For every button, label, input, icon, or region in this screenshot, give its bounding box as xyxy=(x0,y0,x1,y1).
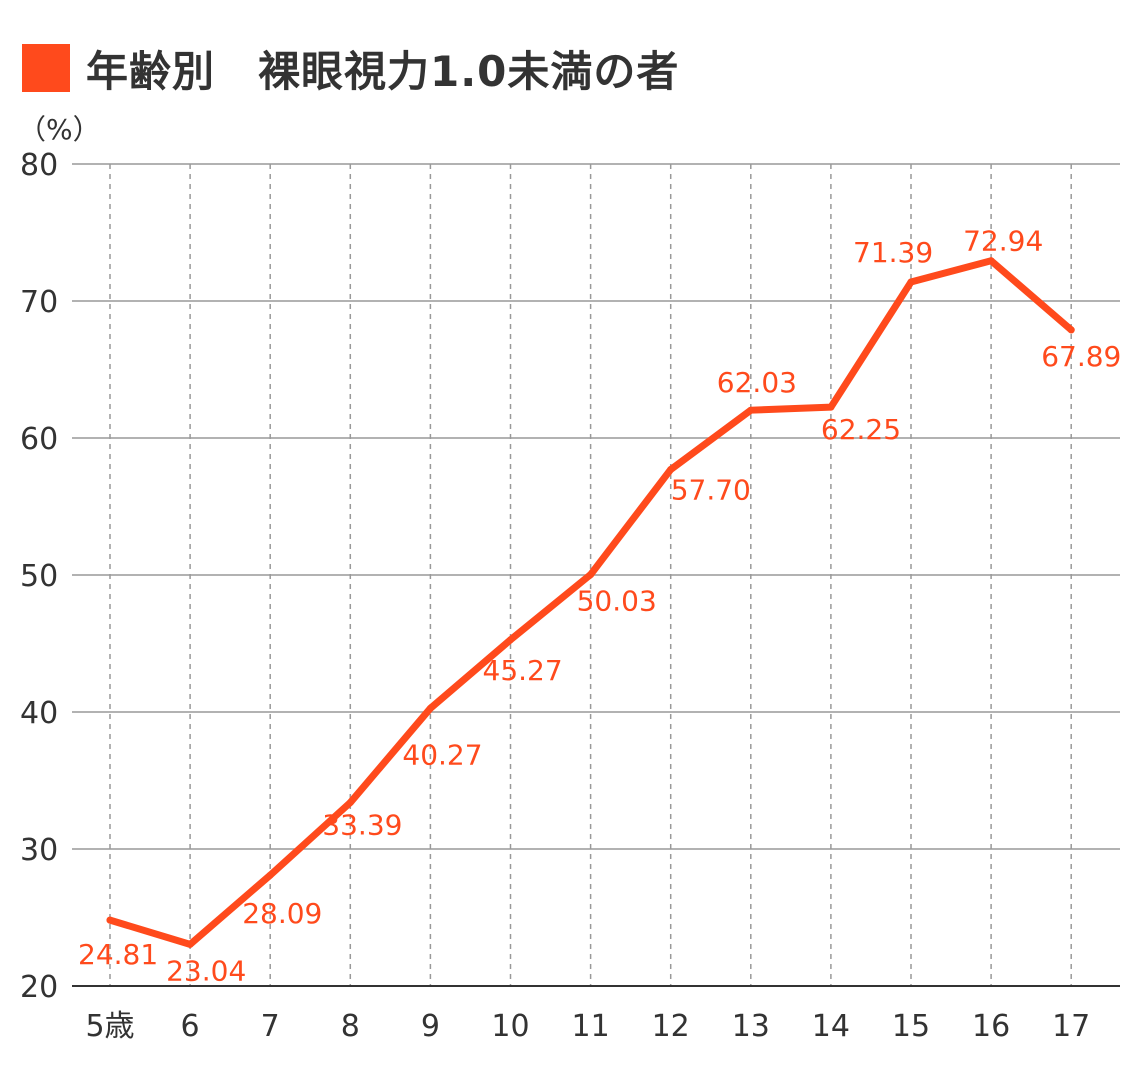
data-label: 72.94 xyxy=(963,225,1043,258)
data-label: 28.09 xyxy=(242,897,322,930)
data-label: 67.89 xyxy=(1041,340,1121,373)
chart-title-row: 年齢別 裸眼視力1.0未満の者 xyxy=(22,40,679,96)
y-tick-label: 30 xyxy=(20,833,58,868)
data-point xyxy=(747,406,755,414)
x-tick-label: 14 xyxy=(812,1009,850,1044)
x-tick-label: 8 xyxy=(341,1009,360,1044)
data-point xyxy=(827,403,835,411)
data-point xyxy=(106,916,114,924)
x-tick-label: 17 xyxy=(1052,1009,1090,1044)
x-tick-label: 13 xyxy=(732,1009,770,1044)
data-label: 45.27 xyxy=(483,654,563,687)
data-point xyxy=(587,571,595,579)
data-label: 62.25 xyxy=(821,413,901,446)
data-label: 23.04 xyxy=(166,954,246,987)
data-label: 50.03 xyxy=(577,585,657,618)
x-tick-label: 12 xyxy=(652,1009,690,1044)
x-tick-label: 15 xyxy=(892,1009,930,1044)
data-label: 57.70 xyxy=(671,474,751,507)
x-tick-label: 5歳 xyxy=(85,1009,134,1044)
title-marker-square xyxy=(22,44,70,92)
data-point xyxy=(987,257,995,265)
data-label: 24.81 xyxy=(78,938,158,971)
y-tick-label: 20 xyxy=(20,970,58,1005)
x-tick-label: 16 xyxy=(972,1009,1010,1044)
data-label: 71.39 xyxy=(853,236,933,269)
data-point xyxy=(507,636,514,644)
data-point xyxy=(1067,326,1075,334)
y-tick-label: 60 xyxy=(20,422,58,457)
data-point xyxy=(266,871,274,879)
data-label: 33.39 xyxy=(322,809,402,842)
chart-title: 年齢別 裸眼視力1.0未満の者 xyxy=(86,46,680,96)
data-label: 40.27 xyxy=(402,738,482,771)
y-tick-label: 70 xyxy=(20,285,58,320)
x-tick-label: 6 xyxy=(181,1009,200,1044)
data-point xyxy=(907,278,915,286)
data-point xyxy=(667,466,675,474)
data-point xyxy=(426,704,434,712)
y-tick-label: 80 xyxy=(20,148,58,183)
y-tick-label: 50 xyxy=(20,559,58,594)
x-tick-label: 11 xyxy=(572,1009,610,1044)
data-point xyxy=(346,799,354,807)
y-axis-unit-label: （%） xyxy=(18,113,101,146)
x-tick-label: 10 xyxy=(491,1009,529,1044)
data-label: 62.03 xyxy=(717,366,797,399)
x-tick-label: 9 xyxy=(421,1009,440,1044)
data-point xyxy=(186,940,194,948)
y-tick-label: 40 xyxy=(20,696,58,731)
x-tick-label: 7 xyxy=(261,1009,280,1044)
